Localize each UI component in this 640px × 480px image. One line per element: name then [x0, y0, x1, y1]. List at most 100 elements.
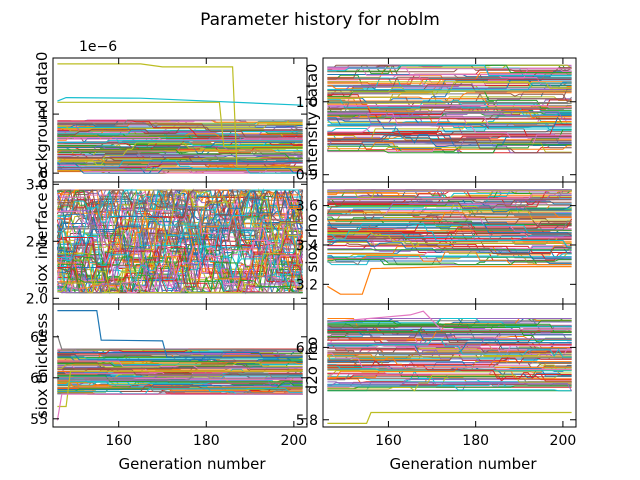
series-line — [327, 253, 572, 266]
series-line — [327, 144, 572, 154]
series-line — [327, 131, 572, 139]
series-line — [57, 369, 303, 376]
series-line — [57, 156, 303, 170]
y-tick-label: 1.0 — [296, 95, 318, 111]
series-line — [327, 256, 572, 266]
series-line — [327, 124, 572, 136]
series-line — [327, 374, 572, 392]
series-line — [56, 188, 303, 256]
series-line — [327, 362, 572, 370]
series-line — [57, 156, 303, 166]
panel-top-left: 0 1 1e−6 background data0 — [33, 39, 308, 189]
series-line — [327, 325, 572, 337]
series-line — [57, 129, 303, 135]
series-line — [327, 323, 572, 333]
y-tick-label: 60 — [30, 371, 48, 387]
series-line — [57, 226, 303, 294]
y-axis-label: siox interface — [33, 192, 51, 293]
series-line — [57, 141, 303, 154]
series-line — [327, 77, 572, 87]
series-line — [57, 188, 303, 294]
y-tick-label: 3.4 — [296, 238, 318, 254]
series-line — [327, 385, 572, 390]
series-line — [56, 189, 303, 283]
series-line — [327, 318, 572, 328]
series-line — [327, 328, 572, 339]
x-tick-label: 200 — [550, 433, 577, 449]
series-line — [57, 160, 303, 174]
y-tick-label: 6.0 — [296, 340, 318, 356]
series-line — [57, 363, 303, 370]
series-line — [327, 232, 572, 241]
series-line — [57, 348, 303, 355]
series-line — [57, 354, 303, 364]
x-axis-label-left: Generation number — [119, 455, 267, 473]
series-group — [326, 64, 572, 155]
series-line — [327, 105, 572, 109]
series-line — [327, 135, 572, 147]
series-line — [57, 123, 303, 131]
series-line — [57, 149, 303, 159]
series-line — [327, 67, 572, 86]
series-line — [327, 385, 572, 392]
series-line — [327, 133, 572, 154]
figure-title: Parameter history for noblm — [200, 10, 440, 30]
series-line — [327, 211, 572, 218]
series-line — [57, 188, 303, 269]
x-axis-label-right: Generation number — [390, 455, 538, 473]
y-axis-label: background data0 — [33, 52, 51, 189]
series-line — [57, 372, 303, 381]
y-axis-label: d2o rho — [303, 337, 321, 395]
outlier-series-line — [57, 63, 303, 168]
series-group — [57, 63, 303, 174]
series-line — [57, 189, 304, 294]
series-line — [327, 245, 572, 256]
series-line — [327, 321, 572, 341]
series-line — [327, 193, 572, 200]
series-line — [327, 121, 572, 135]
outlier-series-line — [57, 370, 303, 408]
series-line — [57, 123, 303, 129]
series-line — [57, 150, 303, 165]
series-line — [327, 136, 572, 141]
outlier-series-line — [327, 310, 572, 330]
y-axis-label: intensity data0 — [303, 63, 321, 176]
y-axis-label: siox rho — [303, 214, 321, 273]
series-line — [327, 347, 572, 358]
y-tick-label: 3.2 — [296, 277, 318, 293]
series-line — [57, 122, 303, 132]
series-group — [56, 310, 303, 421]
series-line — [327, 222, 572, 248]
series-group — [326, 310, 573, 424]
series-line — [327, 218, 573, 238]
series-line — [327, 259, 572, 266]
x-tick-label: 200 — [280, 433, 307, 449]
series-line — [57, 387, 303, 395]
outlier-series-line — [56, 393, 303, 421]
series-line — [327, 381, 573, 392]
series-line — [327, 328, 572, 343]
series-line — [57, 356, 303, 361]
series-group — [56, 188, 304, 295]
series-line — [57, 380, 303, 393]
outlier-series-line — [56, 335, 303, 351]
series-line — [57, 189, 303, 222]
y-tick-label: 3.0 — [26, 177, 48, 193]
y-tick-label: 0.9 — [296, 168, 318, 184]
series-line — [327, 87, 572, 94]
series-line — [57, 164, 303, 174]
series-line — [57, 221, 303, 294]
y-tick-label: 3.6 — [296, 199, 318, 215]
x-tick-label: 180 — [462, 433, 489, 449]
series-line — [57, 382, 303, 390]
series-line — [327, 338, 572, 358]
plot-frame — [52, 303, 308, 428]
series-line — [57, 139, 303, 143]
series-line — [327, 343, 572, 361]
outlier-series-line — [57, 310, 303, 358]
series-line — [57, 168, 303, 174]
series-line — [327, 211, 572, 227]
series-line — [57, 362, 303, 371]
